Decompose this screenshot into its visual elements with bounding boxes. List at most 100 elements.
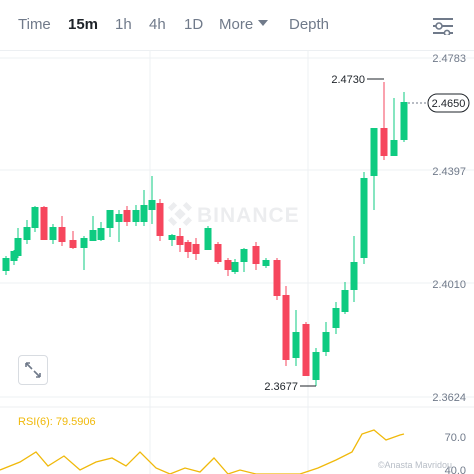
- candle-body: [97, 228, 105, 240]
- candle-body: [115, 214, 123, 222]
- fullscreen-button[interactable]: [18, 355, 48, 385]
- candle-body: [224, 260, 232, 270]
- candle: [204, 226, 212, 250]
- candle-body: [390, 140, 398, 156]
- candle-body: [49, 227, 57, 240]
- candle-body: [312, 352, 320, 380]
- chart-settings-icon[interactable]: [432, 17, 454, 35]
- candle: [31, 206, 39, 232]
- candle-body: [370, 128, 378, 176]
- candle: [231, 259, 239, 274]
- candle: [168, 234, 176, 246]
- candle: [14, 228, 22, 258]
- rsi-label: RSI(6): 79.5906: [18, 416, 96, 428]
- candle: [262, 258, 270, 268]
- candle-body: [40, 207, 48, 240]
- candle-body: [262, 260, 270, 266]
- rsi-tick-label: 40.0: [445, 465, 466, 474]
- candle: [400, 92, 408, 142]
- expand-icon: [25, 362, 41, 378]
- candle: [350, 236, 358, 302]
- candle: [148, 176, 156, 224]
- candle: [380, 82, 388, 160]
- chevron-down-icon: [258, 20, 269, 26]
- candle: [97, 222, 105, 241]
- candle: [89, 216, 97, 241]
- candle: [106, 210, 114, 237]
- candle: [322, 322, 330, 356]
- candle-body: [350, 262, 358, 290]
- candle: [140, 190, 148, 226]
- candle: [69, 231, 77, 249]
- candle-body: [123, 210, 131, 222]
- binance-watermark: BINANCE: [167, 201, 300, 227]
- tab-1d[interactable]: 1D: [184, 16, 204, 33]
- candle: [224, 258, 232, 276]
- tab-time[interactable]: Time: [18, 16, 51, 33]
- candle: [273, 258, 281, 300]
- low-price-label: 2.3677: [264, 381, 298, 393]
- candle: [192, 238, 200, 260]
- candle-body: [341, 290, 349, 312]
- candle-body: [273, 260, 281, 296]
- candle-body: [140, 205, 148, 222]
- candle-body: [184, 242, 192, 252]
- price-tick-label: 2.4783: [432, 53, 466, 65]
- candle-body: [148, 200, 156, 210]
- candle-series: [2, 82, 408, 386]
- candle: [240, 248, 248, 272]
- candle: [156, 199, 164, 241]
- current-price-badge: [427, 93, 470, 113]
- candle-body: [214, 244, 222, 262]
- rsi-tick-label: 70.0: [445, 432, 466, 444]
- attribution-text: ©Anasta Mavridou: [378, 460, 452, 470]
- candle: [58, 216, 66, 246]
- candle: [390, 98, 398, 156]
- tab-depth[interactable]: Depth: [289, 16, 330, 33]
- candle: [80, 236, 88, 270]
- candle-body: [31, 207, 39, 228]
- candle-body: [2, 258, 10, 271]
- candle-body: [240, 249, 248, 262]
- candle: [312, 348, 320, 386]
- tab-more[interactable]: More: [219, 16, 269, 33]
- candle: [360, 172, 368, 264]
- candle-body: [400, 102, 408, 140]
- tab-15m[interactable]: 15m: [68, 16, 99, 33]
- tab-4h[interactable]: 4h: [149, 16, 166, 33]
- candle: [123, 206, 131, 226]
- current-price-label: 2.4650: [432, 98, 466, 110]
- tab-1h[interactable]: 1h: [115, 16, 132, 33]
- candle: [10, 250, 18, 265]
- candle-body: [106, 210, 114, 228]
- candle-body: [132, 210, 140, 222]
- candle: [176, 228, 184, 252]
- candle: [302, 322, 310, 376]
- tab-more-label: More: [219, 16, 254, 33]
- candle: [132, 205, 140, 226]
- candle-body: [156, 203, 164, 236]
- candle-body: [252, 246, 260, 264]
- candle: [49, 224, 57, 244]
- candle: [341, 282, 349, 314]
- candle: [115, 210, 123, 242]
- candle: [23, 220, 31, 244]
- candle-body: [176, 236, 184, 245]
- candle-body: [58, 227, 66, 242]
- candle-body: [380, 128, 388, 156]
- candle-body: [23, 227, 31, 240]
- candle-body: [10, 251, 18, 261]
- watermark-text: BINANCE: [197, 204, 300, 227]
- candle-body: [192, 244, 200, 254]
- candle: [282, 286, 290, 366]
- candle: [292, 310, 300, 366]
- candle: [40, 206, 48, 240]
- candle: [370, 128, 378, 210]
- price-tick-label: 2.4010: [432, 279, 466, 291]
- candle-body: [89, 230, 97, 241]
- candle-body: [168, 235, 176, 240]
- chart-toolbar: Time 15m 1h 4h 1D More Depth: [0, 0, 474, 51]
- candle-body: [69, 240, 77, 248]
- rsi-line: [0, 429, 405, 474]
